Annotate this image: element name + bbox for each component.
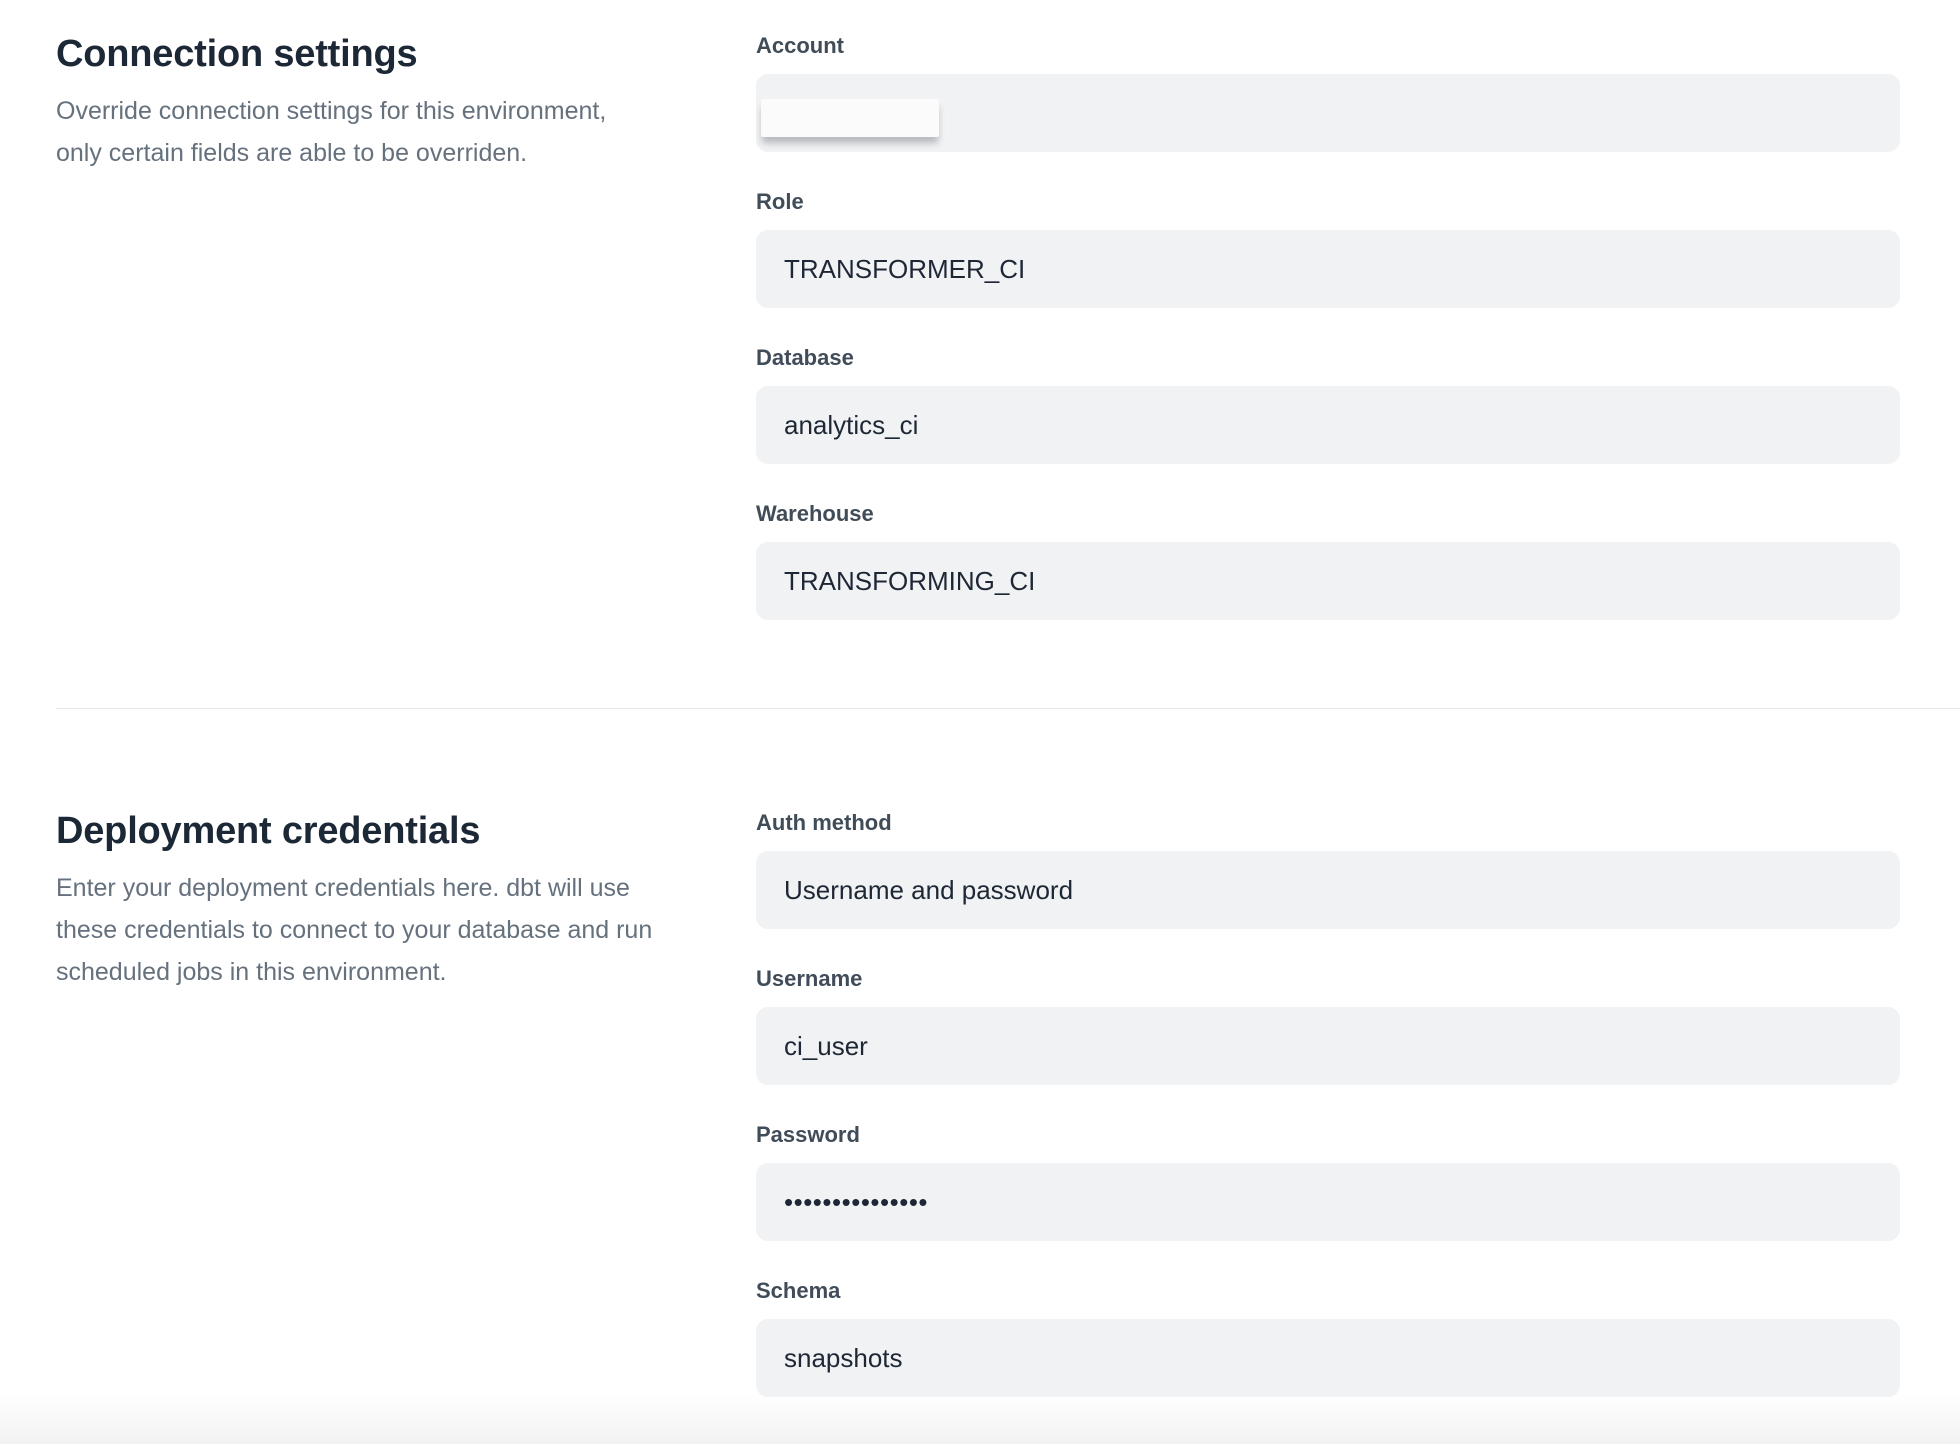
auth-method-label: Auth method bbox=[756, 810, 892, 835]
account-redaction-overlay bbox=[761, 99, 939, 137]
role-field-group: Role bbox=[756, 188, 1900, 308]
section-deployment-credentials: Deployment credentials Enter your deploy… bbox=[0, 809, 1960, 1397]
password-field-group: Password bbox=[756, 1121, 1900, 1241]
description-line: Override connection settings for this en… bbox=[56, 97, 607, 125]
deployment-credentials-description: Enter your deployment credentials here. … bbox=[56, 867, 696, 993]
connection-settings-title: Connection settings bbox=[56, 33, 418, 75]
warehouse-field-group: Warehouse bbox=[756, 500, 1900, 620]
auth-method-field-group: Auth method bbox=[756, 809, 1900, 929]
database-input[interactable] bbox=[756, 386, 1900, 464]
database-field-group: Database bbox=[756, 344, 1900, 464]
role-input[interactable] bbox=[756, 230, 1900, 308]
role-label: Role bbox=[756, 189, 804, 214]
password-label: Password bbox=[756, 1122, 860, 1147]
account-label: Account bbox=[756, 33, 844, 58]
description-line: Enter your deployment credentials here. … bbox=[56, 874, 630, 902]
connection-settings-intro: Connection settings Override connection … bbox=[56, 32, 696, 174]
schema-field-group: Schema bbox=[756, 1277, 1900, 1397]
section-connection-settings: Connection settings Override connection … bbox=[0, 32, 1960, 620]
username-input[interactable] bbox=[756, 1007, 1900, 1085]
password-input[interactable] bbox=[756, 1163, 1900, 1241]
description-line: scheduled jobs in this environment. bbox=[56, 958, 447, 986]
deployment-credentials-intro: Deployment credentials Enter your deploy… bbox=[56, 809, 696, 993]
username-field-group: Username bbox=[756, 965, 1900, 1085]
deployment-credentials-title: Deployment credentials bbox=[56, 810, 481, 852]
deployment-credentials-fields: Auth method Username Password Schema bbox=[756, 809, 1900, 1397]
connection-settings-description: Override connection settings for this en… bbox=[56, 90, 696, 174]
description-line: only certain fields are able to be overr… bbox=[56, 139, 528, 167]
warehouse-input[interactable] bbox=[756, 542, 1900, 620]
warehouse-label: Warehouse bbox=[756, 501, 874, 526]
username-label: Username bbox=[756, 966, 863, 991]
section-divider bbox=[56, 708, 1960, 709]
account-input[interactable] bbox=[756, 74, 1900, 152]
schema-label: Schema bbox=[756, 1278, 841, 1303]
schema-input[interactable] bbox=[756, 1319, 1900, 1397]
connection-settings-fields: Account Role Database Warehouse bbox=[756, 32, 1900, 620]
description-line: these credentials to connect to your dat… bbox=[56, 916, 653, 944]
bottom-scroll-fade bbox=[0, 1394, 1960, 1444]
database-label: Database bbox=[756, 345, 854, 370]
environment-settings-page: Connection settings Override connection … bbox=[0, 32, 1960, 1444]
account-input-wrap bbox=[756, 74, 1900, 152]
account-field-group: Account bbox=[756, 32, 1900, 152]
auth-method-input[interactable] bbox=[756, 851, 1900, 929]
